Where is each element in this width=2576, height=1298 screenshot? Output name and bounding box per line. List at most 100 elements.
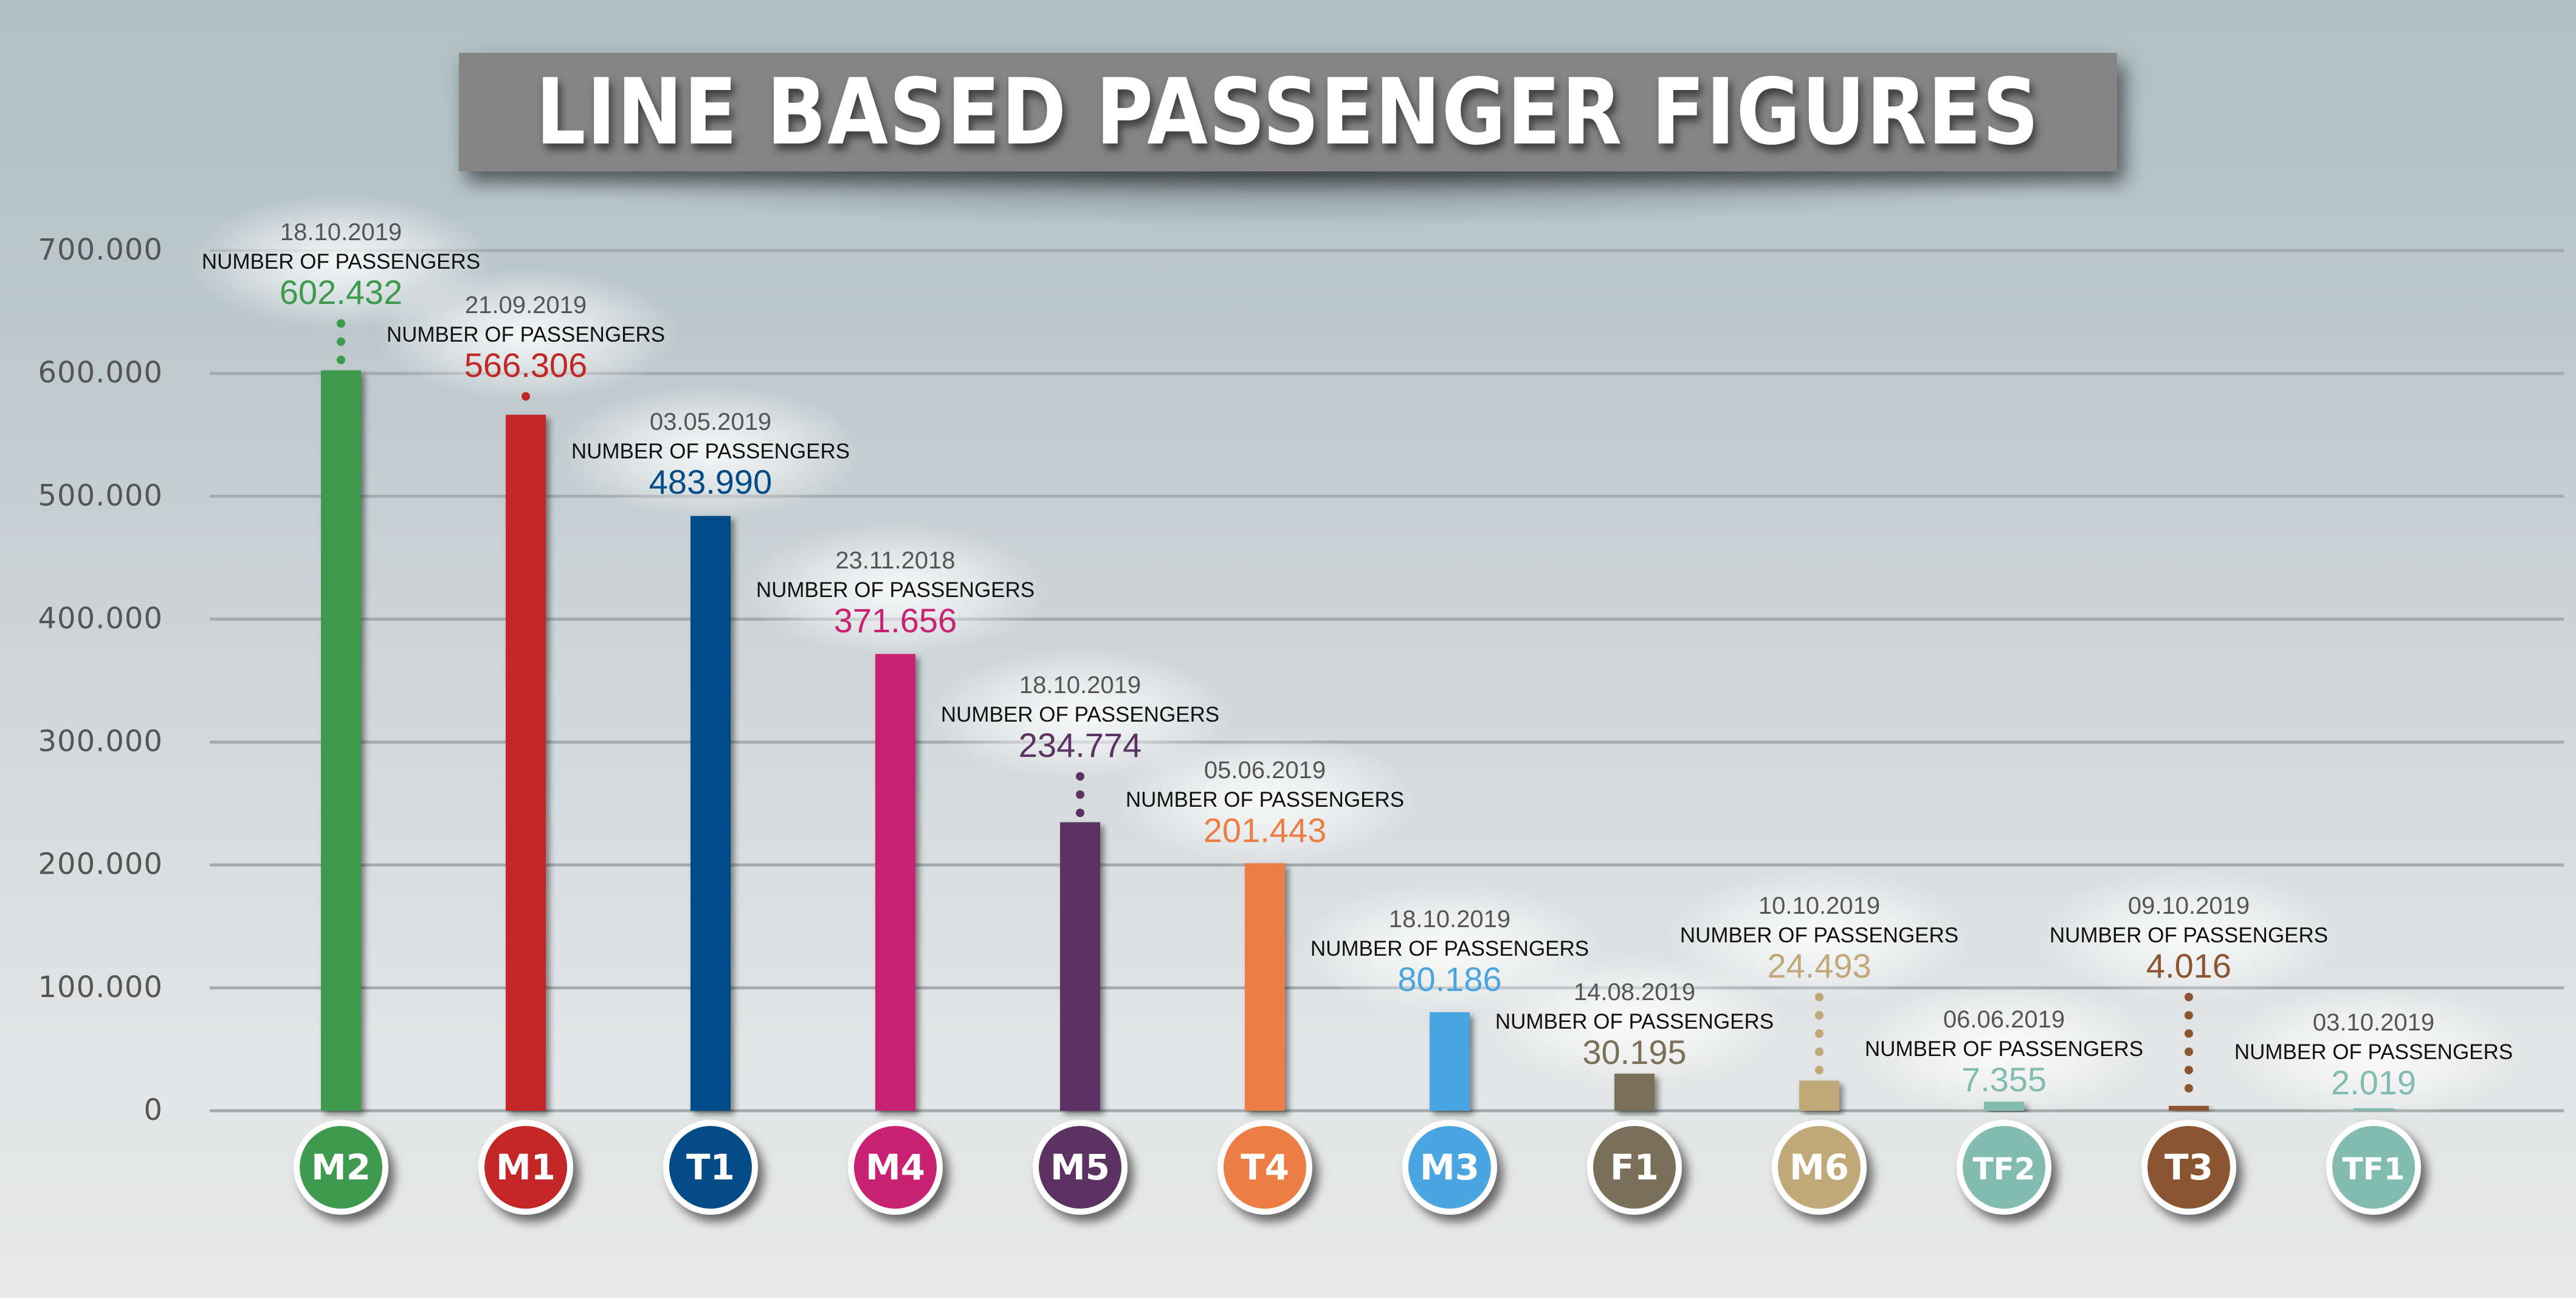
badge-fill: [1593, 1126, 1676, 1209]
leader-dot: [1076, 790, 1084, 799]
badge-label: T1: [686, 1147, 735, 1188]
badge-m6: M6: [1772, 1120, 1867, 1215]
badge-t1: T1: [663, 1120, 758, 1215]
caption-label: NUMBER OF PASSENGERS: [941, 703, 1219, 727]
caption-label: NUMBER OF PASSENGERS: [571, 440, 850, 463]
leader-dot: [1076, 809, 1084, 817]
title-shadow: [474, 171, 2103, 226]
leader-dot: [337, 356, 345, 364]
leader-dot: [2185, 1066, 2193, 1074]
label-glow: [1483, 955, 1786, 1088]
leader-dot: [2185, 1011, 2193, 1020]
y-tick-label: 300.000: [38, 725, 164, 759]
label-glow: [928, 647, 1232, 781]
title-banner: LINE BASED PASSENGER FIGURES: [459, 53, 2117, 171]
badge-tf1: TF1: [2326, 1120, 2421, 1215]
date-label: 21.09.2019: [465, 292, 587, 319]
badge-label: M5: [1050, 1147, 1110, 1188]
leader-dot: [337, 319, 345, 328]
badge-fill: [854, 1126, 937, 1209]
y-tick-label: 500.000: [38, 478, 164, 513]
bar-m5: [1060, 822, 1100, 1111]
leader-dot: [2185, 1048, 2193, 1056]
y-tick-label: 200.000: [38, 847, 164, 882]
caption-label: NUMBER OF PASSENGERS: [202, 250, 480, 274]
value-label: 7.355: [1961, 1060, 2047, 1099]
caption-label: NUMBER OF PASSENGERS: [756, 578, 1035, 602]
badge-label: TF2: [1972, 1151, 2035, 1187]
value-label: 371.656: [834, 601, 957, 640]
date-label: 03.10.2019: [2313, 1009, 2434, 1036]
badge-label: M1: [496, 1147, 556, 1188]
badge-fill: [2332, 1126, 2415, 1209]
badge-label: M3: [1420, 1147, 1479, 1188]
label-glow: [1852, 982, 2156, 1116]
leader-dot: [522, 392, 530, 401]
label-glow: [2037, 868, 2341, 1002]
bar-m2: [321, 370, 361, 1111]
badge-t3: T3: [2141, 1120, 2236, 1215]
y-axis: 0 100.000 200.000 300.000 400.000 500.000 600.…: [38, 233, 164, 1127]
caption-label: NUMBER OF PASSENGERS: [1126, 788, 1404, 812]
badge-m4: M4: [848, 1120, 943, 1215]
date-label: 18.10.2019: [1389, 906, 1510, 933]
bar-m1: [506, 415, 546, 1111]
caption-label: NUMBER OF PASSENGERS: [1495, 1010, 1774, 1034]
bar-t1: [690, 516, 731, 1111]
bar-f1: [1614, 1073, 1655, 1111]
chart-title: LINE BASED PASSENGER FIGURES: [536, 59, 2040, 165]
leader-dot: [1076, 772, 1084, 781]
value-label: 24.493: [1767, 947, 1871, 985]
caption-label: NUMBER OF PASSENGERS: [2234, 1040, 2513, 1064]
leader-dot: [1815, 1048, 1824, 1056]
y-tick-label: 0: [143, 1093, 163, 1127]
bars: [321, 370, 2394, 1111]
bar-m6: [1799, 1080, 1839, 1111]
date-label: 10.10.2019: [1758, 892, 1880, 919]
date-label: 06.06.2019: [1943, 1006, 2065, 1033]
badge-fill: [2147, 1126, 2230, 1209]
label-glow: [1667, 868, 1971, 1002]
date-label: 18.10.2019: [280, 219, 402, 246]
date-label: 23.11.2018: [835, 547, 955, 574]
leader-dot: [1815, 1066, 1824, 1074]
badge-label: M4: [866, 1147, 925, 1188]
value-label: 602.432: [280, 273, 402, 311]
value-label: 234.774: [1019, 726, 1142, 764]
y-tick-label: 100.000: [38, 970, 164, 1004]
bar-m4: [875, 654, 915, 1111]
value-label: 483.990: [649, 463, 772, 501]
date-label: 05.06.2019: [1204, 757, 1326, 784]
badge-label: M2: [311, 1147, 371, 1188]
badge-fill: [484, 1126, 567, 1209]
badge-label: F1: [1610, 1147, 1659, 1188]
badge-fill: [300, 1126, 382, 1209]
value-label: 2.019: [2331, 1063, 2416, 1102]
bar-tf1: [2354, 1108, 2394, 1111]
caption-label: NUMBER OF PASSENGERS: [387, 323, 665, 347]
badge-t4: T4: [1217, 1120, 1312, 1215]
badge-m2: M2: [294, 1120, 388, 1215]
caption-label: NUMBER OF PASSENGERS: [1865, 1037, 2143, 1061]
date-label: 03.05.2019: [650, 409, 771, 435]
badge-m5: M5: [1033, 1120, 1128, 1215]
badge-tf2: TF2: [1957, 1120, 2051, 1215]
leader-dot: [337, 337, 345, 346]
date-label: 09.10.2019: [2128, 892, 2250, 919]
leader-dot: [2185, 993, 2193, 1001]
leader-dot: [1815, 1029, 1824, 1038]
value-label: 4.016: [2146, 947, 2231, 985]
badge-label: T4: [1241, 1147, 1289, 1188]
badge-fill: [1408, 1126, 1491, 1209]
badge-fill: [1963, 1126, 2045, 1209]
line-badges: M2 M1 T1 M4 M5 T4 M3 F1 M6 TF2 T3 TF1: [294, 1120, 2421, 1215]
label-glow: [374, 268, 678, 401]
badge-fill: [1778, 1126, 1861, 1209]
